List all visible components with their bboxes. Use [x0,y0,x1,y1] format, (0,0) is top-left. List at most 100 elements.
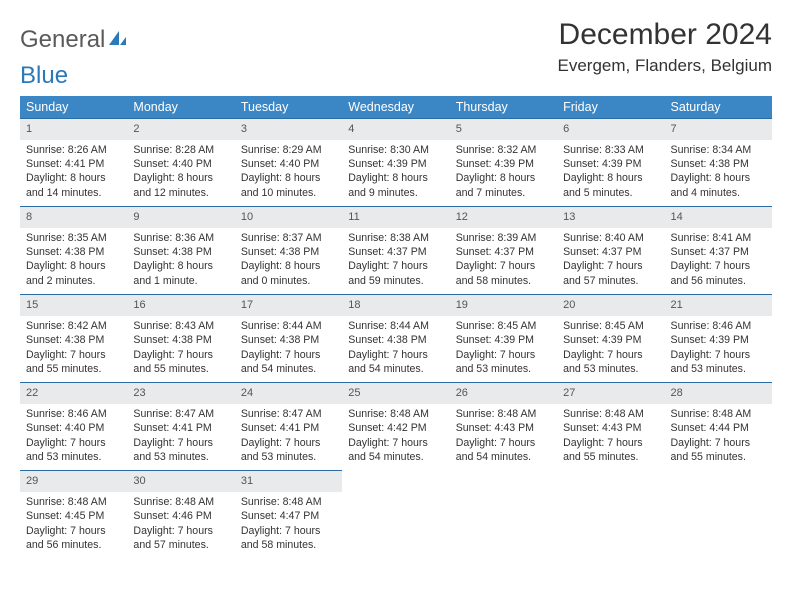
month-title: December 2024 [558,18,772,52]
logo-sail-icon [107,26,127,54]
daylight-text: Daylight: 7 hours and 53 minutes. [133,436,228,465]
daylight-text: Daylight: 7 hours and 57 minutes. [563,259,658,288]
day-number: 11 [342,206,449,228]
logo-text-2: Blue [20,62,772,90]
day-content: Sunrise: 8:43 AMSunset: 4:38 PMDaylight:… [127,316,234,382]
calendar-day-cell: 8Sunrise: 8:35 AMSunset: 4:38 PMDaylight… [20,206,127,294]
calendar-day-cell: 1Sunrise: 8:26 AMSunset: 4:41 PMDaylight… [20,118,127,206]
daylight-text: Daylight: 7 hours and 53 minutes. [26,436,121,465]
sunset-text: Sunset: 4:38 PM [133,333,228,347]
calendar-day-cell: 17Sunrise: 8:44 AMSunset: 4:38 PMDayligh… [235,294,342,382]
sunset-text: Sunset: 4:37 PM [348,245,443,259]
daylight-text: Daylight: 7 hours and 56 minutes. [26,524,121,553]
sunset-text: Sunset: 4:39 PM [671,333,766,347]
sunrise-text: Sunrise: 8:28 AM [133,143,228,157]
sunset-text: Sunset: 4:37 PM [671,245,766,259]
daylight-text: Daylight: 7 hours and 55 minutes. [26,348,121,377]
sunset-text: Sunset: 4:43 PM [563,421,658,435]
calendar-week-row: 8Sunrise: 8:35 AMSunset: 4:38 PMDaylight… [20,206,772,294]
day-content: Sunrise: 8:39 AMSunset: 4:37 PMDaylight:… [450,228,557,294]
calendar-table: Sunday Monday Tuesday Wednesday Thursday… [20,96,772,558]
daylight-text: Daylight: 8 hours and 10 minutes. [241,171,336,200]
daylight-text: Daylight: 8 hours and 4 minutes. [671,171,766,200]
sunrise-text: Sunrise: 8:48 AM [671,407,766,421]
day-number: 9 [127,206,234,228]
sunrise-text: Sunrise: 8:26 AM [26,143,121,157]
day-number: 25 [342,382,449,404]
calendar-day-cell: 3Sunrise: 8:29 AMSunset: 4:40 PMDaylight… [235,118,342,206]
calendar-day-cell: 7Sunrise: 8:34 AMSunset: 4:38 PMDaylight… [665,118,772,206]
daylight-text: Daylight: 7 hours and 59 minutes. [348,259,443,288]
sunset-text: Sunset: 4:41 PM [26,157,121,171]
calendar-day-cell: 13Sunrise: 8:40 AMSunset: 4:37 PMDayligh… [557,206,664,294]
day-content: Sunrise: 8:46 AMSunset: 4:39 PMDaylight:… [665,316,772,382]
day-number: 7 [665,118,772,140]
calendar-day-cell: 28Sunrise: 8:48 AMSunset: 4:44 PMDayligh… [665,382,772,470]
day-number: 4 [342,118,449,140]
day-number: 17 [235,294,342,316]
weekday-header: Friday [557,96,664,118]
sunrise-text: Sunrise: 8:44 AM [241,319,336,333]
day-number: 18 [342,294,449,316]
daylight-text: Daylight: 7 hours and 58 minutes. [456,259,551,288]
calendar-day-cell: 26Sunrise: 8:48 AMSunset: 4:43 PMDayligh… [450,382,557,470]
day-content: Sunrise: 8:48 AMSunset: 4:47 PMDaylight:… [235,492,342,558]
calendar-day-cell: 4 Sunrise: 8:30 AMSunset: 4:39 PMDaylight… [342,118,449,206]
sunset-text: Sunset: 4:38 PM [241,333,336,347]
day-number: 30 [127,470,234,492]
day-content: Sunrise: 8:47 AMSunset: 4:41 PMDaylight:… [235,404,342,470]
day-content: Sunrise: 8:45 AMSunset: 4:39 PMDaylight:… [450,316,557,382]
day-number: 6 [557,118,664,140]
daylight-text: Daylight: 7 hours and 54 minutes. [456,436,551,465]
calendar-day-cell: 31Sunrise: 8:48 AMSunset: 4:47 PMDayligh… [235,470,342,558]
daylight-text: Daylight: 7 hours and 54 minutes. [348,436,443,465]
weekday-header: Sunday [20,96,127,118]
day-content: Sunrise: 8:44 AMSunset: 4:38 PMDaylight:… [342,316,449,382]
calendar-day-cell [342,470,449,558]
daylight-text: Daylight: 7 hours and 53 minutes. [671,348,766,377]
sunrise-text: Sunrise: 8:39 AM [456,231,551,245]
day-number: 20 [557,294,664,316]
day-content: Sunrise: 8:37 AMSunset: 4:38 PMDaylight:… [235,228,342,294]
calendar-day-cell: 22Sunrise: 8:46 AMSunset: 4:40 PMDayligh… [20,382,127,470]
day-number: 22 [20,382,127,404]
daylight-text: Daylight: 7 hours and 57 minutes. [133,524,228,553]
sunrise-text: Sunrise: 8:43 AM [133,319,228,333]
day-number: 24 [235,382,342,404]
sunset-text: Sunset: 4:38 PM [348,333,443,347]
calendar-day-cell: 11Sunrise: 8:38 AMSunset: 4:37 PMDayligh… [342,206,449,294]
sunrise-text: Sunrise: 8:42 AM [26,319,121,333]
sunset-text: Sunset: 4:47 PM [241,509,336,523]
daylight-text: Daylight: 8 hours and 9 minutes. [348,171,443,200]
day-content: Sunrise: 8:48 AMSunset: 4:45 PMDaylight:… [20,492,127,558]
calendar-day-cell: 27Sunrise: 8:48 AMSunset: 4:43 PMDayligh… [557,382,664,470]
calendar-day-cell: 19Sunrise: 8:45 AMSunset: 4:39 PMDayligh… [450,294,557,382]
sunset-text: Sunset: 4:39 PM [348,157,443,171]
day-content: Sunrise: 8:35 AMSunset: 4:38 PMDaylight:… [20,228,127,294]
day-number: 14 [665,206,772,228]
day-content: Sunrise: 8:48 AMSunset: 4:43 PMDaylight:… [450,404,557,470]
calendar-day-cell: 14Sunrise: 8:41 AMSunset: 4:37 PMDayligh… [665,206,772,294]
sunrise-text: Sunrise: 8:45 AM [456,319,551,333]
sunrise-text: Sunrise: 8:44 AM [348,319,443,333]
day-content: Sunrise: 8:34 AMSunset: 4:38 PMDaylight:… [665,140,772,206]
day-number: 29 [20,470,127,492]
weekday-header: Thursday [450,96,557,118]
sunrise-text: Sunrise: 8:35 AM [26,231,121,245]
day-content: Sunrise: 8:47 AMSunset: 4:41 PMDaylight:… [127,404,234,470]
day-number: 3 [235,118,342,140]
sunset-text: Sunset: 4:39 PM [563,333,658,347]
day-number: 31 [235,470,342,492]
sunset-text: Sunset: 4:38 PM [241,245,336,259]
day-content: Sunrise: 8:48 AMSunset: 4:43 PMDaylight:… [557,404,664,470]
calendar-day-cell: 9Sunrise: 8:36 AMSunset: 4:38 PMDaylight… [127,206,234,294]
sunrise-text: Sunrise: 8:47 AM [133,407,228,421]
sunrise-text: Sunrise: 8:40 AM [563,231,658,245]
day-number: 13 [557,206,664,228]
day-number: 15 [20,294,127,316]
calendar-week-row: 29Sunrise: 8:48 AMSunset: 4:45 PMDayligh… [20,470,772,558]
day-content: Sunrise: 8:36 AMSunset: 4:38 PMDaylight:… [127,228,234,294]
daylight-text: Daylight: 8 hours and 1 minute. [133,259,228,288]
calendar-day-cell [665,470,772,558]
sunrise-text: Sunrise: 8:30 AM [348,143,443,157]
